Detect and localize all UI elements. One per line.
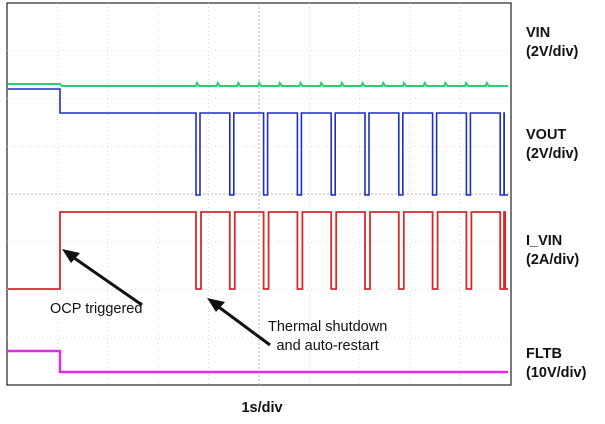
waveform-traces: [8, 80, 508, 374]
ivin-label: I_VIN (2A/div): [526, 232, 579, 270]
ivin-name: I_VIN: [526, 233, 563, 249]
vin-trace: [8, 80, 508, 87]
vin-label: VIN (2V/div): [526, 24, 578, 62]
thermal-annotation-line1: Thermal shutdown: [268, 319, 388, 335]
ocp-arrow-head: [62, 249, 80, 263]
oscilloscope-plot: [6, 2, 512, 386]
thermal-arrow: [211, 300, 271, 347]
fltb-trace: [8, 349, 508, 374]
fltb-label: FLTB (10V/div): [526, 345, 586, 383]
vout-label: VOUT (2V/div): [526, 126, 578, 164]
vin-scale: (2V/div): [526, 44, 579, 60]
ivin-scale: (2A/div): [526, 252, 580, 268]
fltb-scale: (10V/div): [526, 365, 587, 381]
ocp-arrow: [66, 251, 143, 307]
vout-scale: (2V/div): [526, 146, 579, 162]
plot-grid: [7, 3, 511, 385]
thermal-arrow-head: [207, 298, 225, 312]
annotation-arrows: [62, 249, 271, 347]
vout-name: VOUT: [526, 127, 567, 143]
vin-name: VIN: [526, 25, 551, 41]
fltb-name: FLTB: [526, 346, 562, 362]
vout-trace: [8, 88, 508, 196]
thermal-annotation: Thermal shutdown and auto-restart: [268, 318, 387, 356]
thermal-annotation-line2: and auto-restart: [276, 338, 379, 354]
ocp-annotation: OCP triggered: [50, 301, 143, 317]
x-axis-label: 1s/div: [241, 400, 283, 416]
ivin-trace: [8, 211, 508, 290]
